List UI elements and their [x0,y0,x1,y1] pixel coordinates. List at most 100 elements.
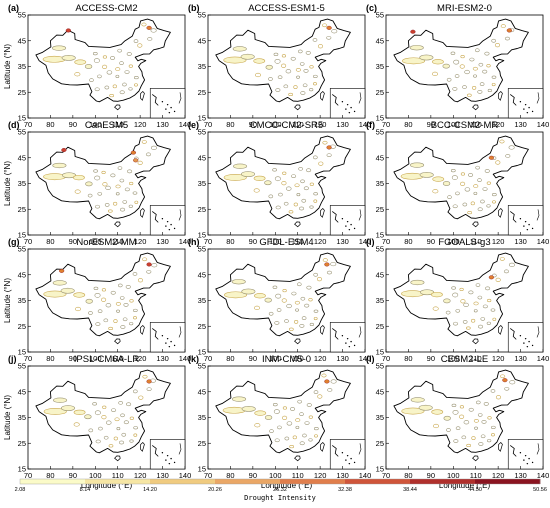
drought-patch [115,192,120,196]
drought-patch [474,426,478,430]
drought-patch [150,145,157,150]
drought-patch [278,192,283,197]
y-tick-label: 45 [18,387,26,396]
drought-patch [433,423,440,429]
y-tick-label: 55 [376,128,384,137]
drought-patch [487,88,492,93]
drought-patch [294,183,300,188]
panel-label: (j) [8,354,17,364]
drought-patch [89,78,94,82]
y-tick-label: 25 [18,205,26,214]
drought-patch [295,308,299,312]
x-tick-label: 130 [336,237,349,246]
drought-patch [231,279,246,285]
drought-patch [419,54,434,61]
y-tick-label: 45 [198,153,206,162]
drought-patch [121,432,127,437]
drought-patch [477,413,483,417]
drought-patch [115,67,121,71]
drought-patch [255,72,262,78]
x-tick-label: 90 [249,120,257,129]
drought-patch [314,426,319,431]
drought-patch [321,373,327,378]
drought-patch [101,288,107,292]
colorbar-tick-label: 14.20 [143,487,157,493]
x-tick-label: 140 [179,471,192,480]
x-tick-label: 140 [359,120,372,129]
drought-patch [269,429,274,433]
x-tick-label: 110 [292,354,304,363]
drought-patch [455,308,461,313]
drought-patch [313,155,318,160]
drought-patch [313,74,318,79]
panel-label: (c) [366,3,377,13]
taiwan-outline [140,91,145,101]
drought-patch [296,282,302,287]
hainan-outline [472,338,479,345]
drought-patch [146,269,152,274]
drought-patch [330,379,337,384]
y-tick-label: 45 [18,153,26,162]
china-outline [215,252,351,337]
drought-patch [272,403,278,407]
drought-patch [508,262,515,267]
x-axis-label: Longitude (°E) [81,481,133,490]
drought-patch [467,93,472,97]
x-tick-label: 90 [427,471,435,480]
drought-patch [480,317,486,321]
drought-patch [464,187,471,192]
drought-patch [431,409,444,415]
hainan-outline [472,104,479,111]
drought-hotspot [324,379,330,384]
x-tick-label: 80 [226,471,234,480]
x-tick-label: 130 [514,237,527,246]
drought-patch [52,162,67,169]
y-tick-label: 45 [18,36,26,45]
drought-patch [295,425,300,430]
south-china-sea-inset [507,439,544,470]
drought-patch [104,85,110,90]
drought-patch [272,168,277,172]
x-tick-label: 100 [269,237,282,246]
drought-patch [492,317,497,321]
y-tick-label: 15 [198,114,206,123]
x-tick-label: 140 [179,354,192,363]
x-tick-label: 100 [269,120,282,129]
panel-title: CanESM5 [85,120,128,131]
taiwan-outline [498,442,503,452]
x-tick-label: 100 [269,471,282,480]
drought-patch [284,319,289,323]
drought-patch [491,75,497,79]
drought-patch [102,55,108,59]
hainan-outline [294,455,301,462]
drought-patch [74,189,81,194]
x-tick-label: 110 [292,471,304,480]
hainan-outline [472,221,479,228]
drought-patch [281,63,287,68]
drought-patch [275,293,282,299]
drought-patch [484,169,490,173]
hainan-outline [114,221,121,228]
drought-patch [224,291,248,299]
drought-patch [147,37,153,41]
drought-patch [482,187,488,191]
drought-patch [454,74,460,78]
y-tick-label: 45 [18,270,26,279]
drought-patch [305,51,311,55]
drought-patch [460,181,466,186]
drought-patch [322,23,328,28]
drought-patch [291,174,297,179]
x-tick-label: 120 [314,120,327,129]
drought-patch [313,309,319,313]
x-tick-label: 110 [470,120,482,129]
drought-patch [88,311,93,315]
drought-patch [499,257,505,261]
panel-label: (d) [8,120,20,130]
drought-patch [503,269,509,274]
drought-patch [274,438,280,443]
x-tick-label: 70 [382,237,390,246]
drought-patch [296,75,300,79]
drought-patch [95,322,101,326]
